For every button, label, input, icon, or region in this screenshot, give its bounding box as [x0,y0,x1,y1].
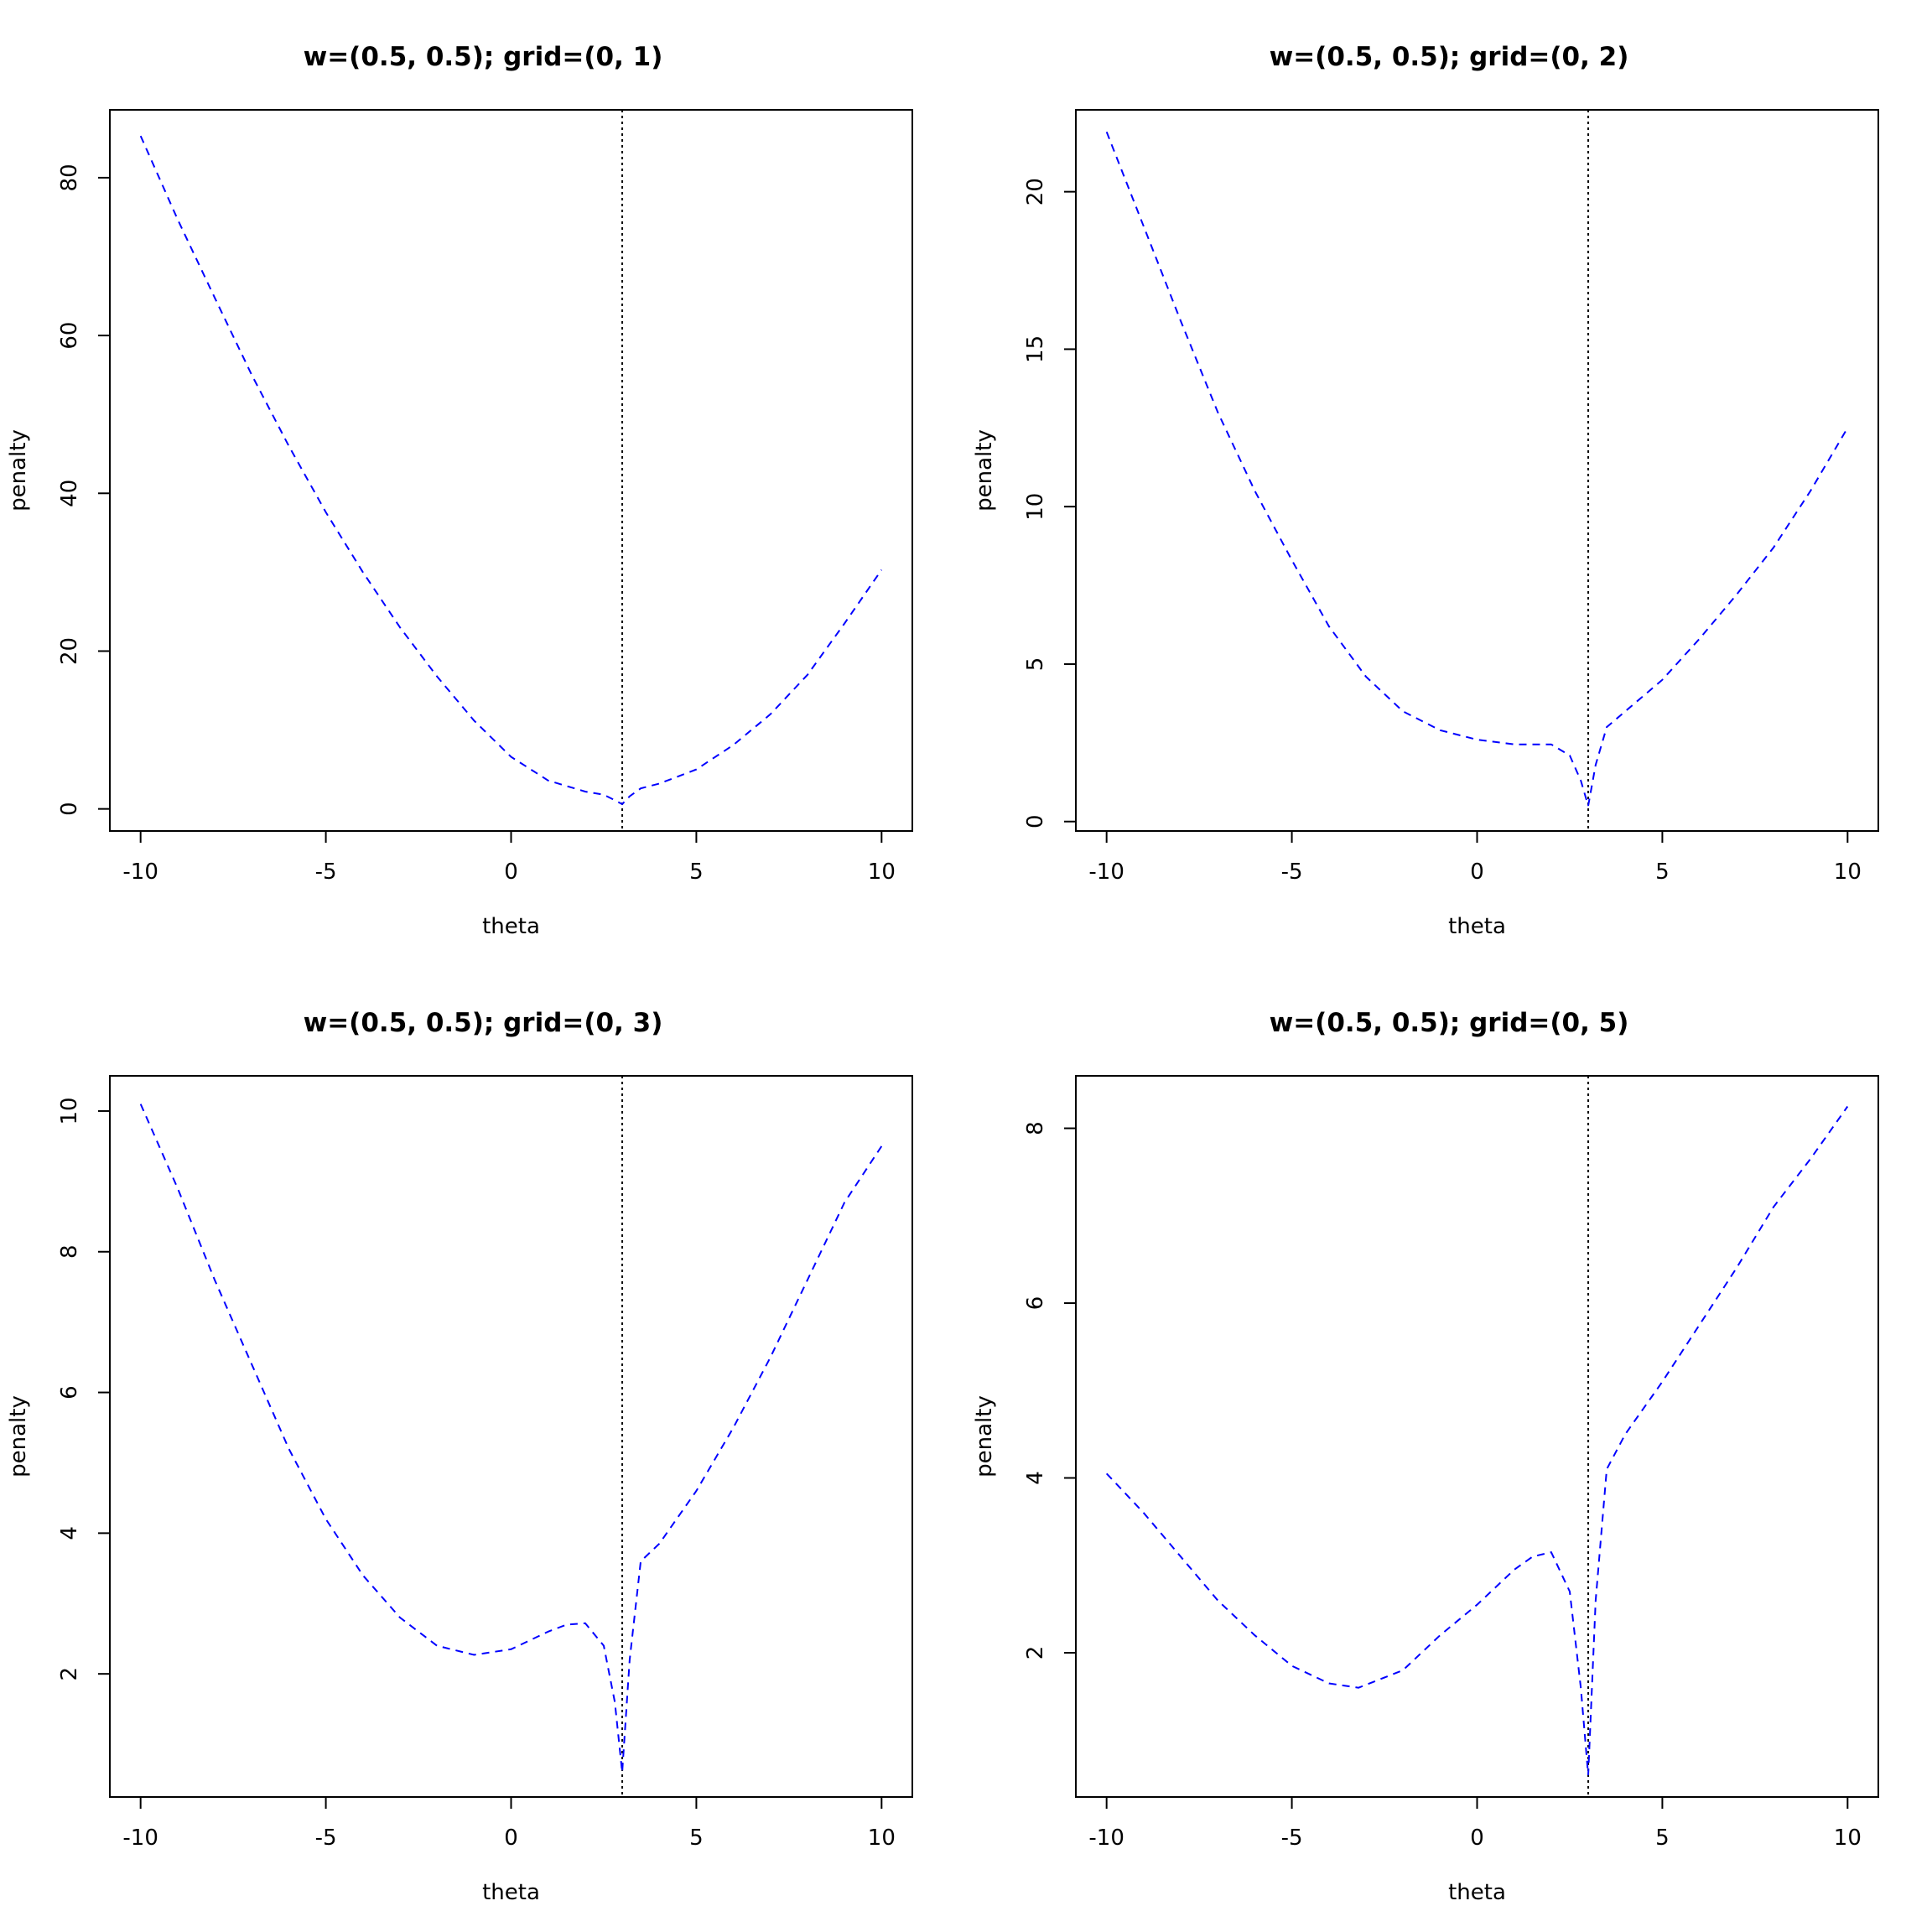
x-tick-label: 0 [1470,1826,1484,1851]
y-axis-label: penalty [6,1395,31,1478]
y-tick-label: 0 [1023,814,1048,828]
y-tick-label: 20 [57,637,82,665]
x-axis-label: theta [482,914,540,939]
x-tick-label: 10 [1834,860,1862,885]
x-tick-label: 10 [868,1826,896,1851]
chart-panel-3: w=(0.5, 0.5); grid=(0, 3) -10 -5 0 5 10 theta 2… [0,966,966,1932]
y-tick-label: 20 [1023,178,1048,205]
chart-svg: w=(0.5, 0.5); grid=(0, 1) -10 -5 0 5 10 theta 0… [6,42,913,939]
x-tick-label: -10 [1088,860,1124,885]
x-axis-label: theta [1448,914,1506,939]
chart-title: w=(0.5, 0.5); grid=(0, 1) [304,42,663,72]
y-axis-label: penalty [972,429,997,512]
x-tick-label: 0 [1470,860,1484,885]
x-tick-label: 5 [689,1826,704,1851]
x-tick-label: 10 [868,860,896,885]
x-tick-label: 0 [504,860,518,885]
y-tick-label: 4 [57,1526,82,1540]
plot-frame [109,109,913,832]
y-tick-label: 80 [57,164,82,191]
chart-panel-1: w=(0.5, 0.5); grid=(0, 1) -10 -5 0 5 10 theta 0… [0,0,966,966]
x-tick-label: 0 [504,1826,518,1851]
x-tick-label: -5 [315,860,337,885]
y-tick-label: 60 [57,322,82,350]
x-tick-label: 5 [1655,1826,1670,1851]
x-tick-label: -5 [315,1826,337,1851]
y-tick-label: 2 [1023,1646,1048,1660]
y-tick-label: 6 [57,1385,82,1400]
chart-title: w=(0.5, 0.5); grid=(0, 2) [1270,42,1629,72]
chart-title: w=(0.5, 0.5); grid=(0, 3) [304,1008,663,1038]
x-axis-label: theta [482,1880,540,1905]
series-line [1105,1105,1849,1775]
x-tick-label: -10 [1088,1826,1124,1851]
y-tick-label: 6 [1023,1296,1048,1311]
plot-frame [109,1075,913,1798]
plot-frame [1075,1075,1879,1798]
chart-panel-2: w=(0.5, 0.5); grid=(0, 2) -10 -5 0 5 10 theta 0… [966,0,1932,966]
y-tick-label: 10 [1023,493,1048,521]
y-tick-label: 15 [1023,335,1048,363]
x-tick-label: -5 [1281,1826,1303,1851]
y-tick-label: 5 [1023,657,1048,672]
x-tick-label: 10 [1834,1826,1862,1851]
y-tick-label: 8 [1023,1121,1048,1135]
chart-svg: w=(0.5, 0.5); grid=(0, 5) -10 -5 0 5 10 theta 2… [972,1008,1879,1905]
y-tick-label: 2 [57,1667,82,1681]
x-tick-label: -10 [122,860,158,885]
x-tick-label: 5 [689,860,704,885]
y-axis-label: penalty [972,1395,997,1478]
x-tick-label: -10 [122,1826,158,1851]
y-tick-label: 40 [57,480,82,507]
chart-svg: w=(0.5, 0.5); grid=(0, 2) -10 -5 0 5 10 theta 0… [972,42,1879,939]
chart-svg: w=(0.5, 0.5); grid=(0, 3) -10 -5 0 5 10 theta 2… [6,1008,913,1905]
series-line [139,135,883,806]
plot-frame [1075,109,1879,832]
x-tick-label: -5 [1281,860,1303,885]
x-tick-label: 5 [1655,860,1670,885]
x-axis-label: theta [1448,1880,1506,1905]
y-axis-label: penalty [6,429,31,512]
y-tick-label: 8 [57,1244,82,1259]
series-line [1105,131,1849,807]
chart-panel-4: w=(0.5, 0.5); grid=(0, 5) -10 -5 0 5 10 theta 2… [966,966,1932,1932]
y-tick-label: 10 [57,1097,82,1124]
series-line [139,1104,883,1773]
y-tick-label: 0 [57,802,82,816]
y-tick-label: 4 [1023,1471,1048,1485]
chart-title: w=(0.5, 0.5); grid=(0, 5) [1270,1008,1629,1038]
